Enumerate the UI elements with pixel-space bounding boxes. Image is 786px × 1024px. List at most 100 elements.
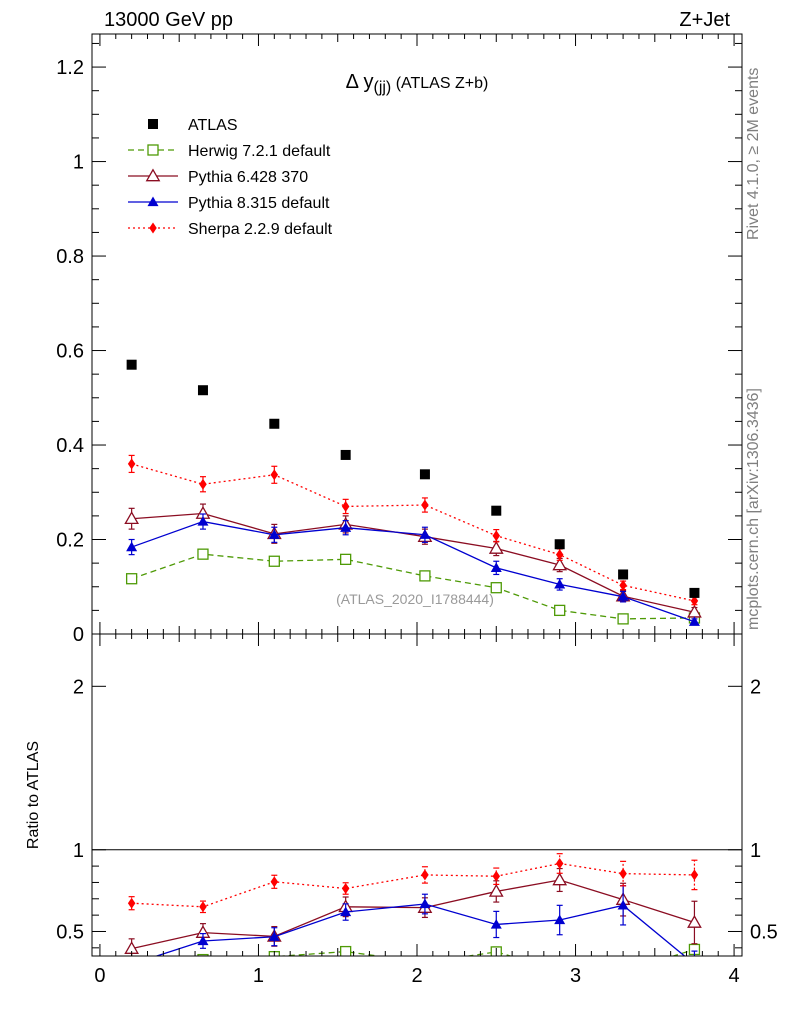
- ratio-y-label: Ratio to ATLAS: [25, 741, 42, 849]
- x-tick-label: 0: [94, 965, 105, 987]
- data-point: [197, 385, 208, 396]
- ratio-series-Pythia8: [126, 885, 698, 969]
- legend-entry-Pythia6: Pythia 6.428 370: [128, 168, 308, 186]
- ratio-point: [199, 901, 207, 913]
- legend-entry-ATLAS: ATLAS: [148, 117, 238, 134]
- header-right: Z+Jet: [679, 9, 730, 31]
- data-point: [127, 458, 136, 470]
- data-point: [554, 604, 566, 617]
- data-point: [491, 505, 502, 516]
- data-point: [126, 541, 138, 552]
- y-tick-label: 0.4: [56, 435, 84, 457]
- legend-label: Sherpa 2.2.9 default: [188, 221, 333, 238]
- data-point: [268, 555, 280, 567]
- series-Sherpa: [127, 454, 699, 607]
- data-point: [340, 553, 352, 566]
- ratio-point: [555, 857, 564, 869]
- chart-title: Δ y(jj) (ATLAS Z+b): [346, 71, 489, 96]
- legend-label: Herwig 7.2.1 default: [188, 143, 331, 160]
- data-point: [689, 587, 700, 598]
- ratio-point: [492, 870, 501, 882]
- x-tick-label: 1: [253, 965, 264, 987]
- data-point: [340, 522, 352, 532]
- data-point: [421, 499, 429, 511]
- data-point: [341, 500, 350, 512]
- ratio-tick-label-right: 0.5: [750, 921, 778, 943]
- ratio-point: [687, 914, 702, 928]
- ratio-point: [617, 899, 629, 910]
- header-left: 13000 GeV pp: [104, 9, 233, 31]
- data-point: [688, 616, 700, 626]
- ratio-point: [619, 868, 627, 880]
- ratio-series-Pythia6: [124, 867, 702, 956]
- chart-title-sub: (jj): [373, 79, 391, 96]
- ratio-point: [552, 872, 568, 886]
- legend-marker: [148, 119, 158, 129]
- ratio-point: [197, 953, 209, 956]
- ratio-point: [340, 945, 352, 956]
- data-point: [268, 529, 280, 539]
- y-tick-label: 0: [73, 624, 84, 646]
- ratio-point: [340, 906, 352, 917]
- axes: [91, 33, 743, 957]
- data-point: [197, 548, 209, 560]
- x-tick-label: 2: [411, 965, 422, 987]
- data-point: [555, 549, 564, 561]
- ratio-point: [488, 883, 504, 897]
- data-point: [419, 570, 431, 582]
- legend: ATLAS Herwig 7.2.1 default Pythia 6.428 37…: [128, 117, 333, 238]
- ratio-series-Sherpa: [127, 853, 699, 914]
- data-point: [619, 579, 627, 591]
- data-point: [554, 578, 566, 589]
- x-tick-label: 3: [570, 965, 581, 987]
- data-point: [690, 595, 699, 607]
- data-point: [126, 359, 137, 370]
- series-Herwig: [125, 548, 701, 625]
- ratio-point: [127, 975, 137, 985]
- data-point: [269, 418, 280, 429]
- ratio-point: [555, 965, 565, 975]
- data-point: [419, 529, 431, 539]
- series-line: [131, 463, 695, 602]
- ratio-point: [690, 869, 699, 881]
- legend-label: Pythia 8.315 default: [188, 195, 330, 212]
- ratio-tick-label: 0.5: [56, 921, 84, 943]
- legend-marker: [147, 196, 159, 207]
- legend-marker: [145, 168, 161, 182]
- data-point: [488, 540, 504, 554]
- data-point: [340, 449, 351, 460]
- y-tick-label: 0.6: [56, 341, 84, 363]
- ratio-point: [618, 967, 628, 977]
- data-point: [199, 478, 207, 490]
- y-tick-label: 0.8: [56, 246, 84, 268]
- ratio-point: [268, 931, 280, 941]
- legend-label: Pythia 6.428 370: [188, 169, 308, 186]
- ratio-point: [554, 914, 566, 925]
- series-line: [131, 553, 695, 620]
- data-point: [419, 469, 430, 480]
- y-tick-label: 0.2: [56, 530, 84, 552]
- data-point: [125, 573, 138, 585]
- x-tick-label: 4: [729, 965, 740, 987]
- data-point: [124, 511, 140, 525]
- data-point: [490, 582, 502, 594]
- ratio-point: [341, 882, 350, 894]
- data-point: [618, 569, 629, 580]
- legend-marker: [147, 144, 159, 156]
- ratio-point: [419, 898, 431, 909]
- ratio-point: [127, 897, 136, 909]
- data-point: [554, 539, 565, 550]
- legend-entry-Pythia8: Pythia 8.315 default: [128, 195, 330, 212]
- data-point: [552, 557, 568, 571]
- legend-entry-Sherpa: Sherpa 2.2.9 default: [128, 221, 333, 238]
- legend-label: ATLAS: [188, 117, 238, 134]
- series-ATLAS: [126, 359, 700, 598]
- data-point: [617, 591, 629, 601]
- ratio-point: [126, 959, 137, 969]
- ratio-line: [154, 903, 686, 956]
- y-tick-label: 1.2: [56, 57, 84, 79]
- legend-entry-Herwig: Herwig 7.2.1 default: [128, 143, 331, 160]
- chart-title-main: Δ y: [346, 71, 374, 93]
- data-point: [270, 469, 279, 481]
- ratio-point: [270, 876, 279, 888]
